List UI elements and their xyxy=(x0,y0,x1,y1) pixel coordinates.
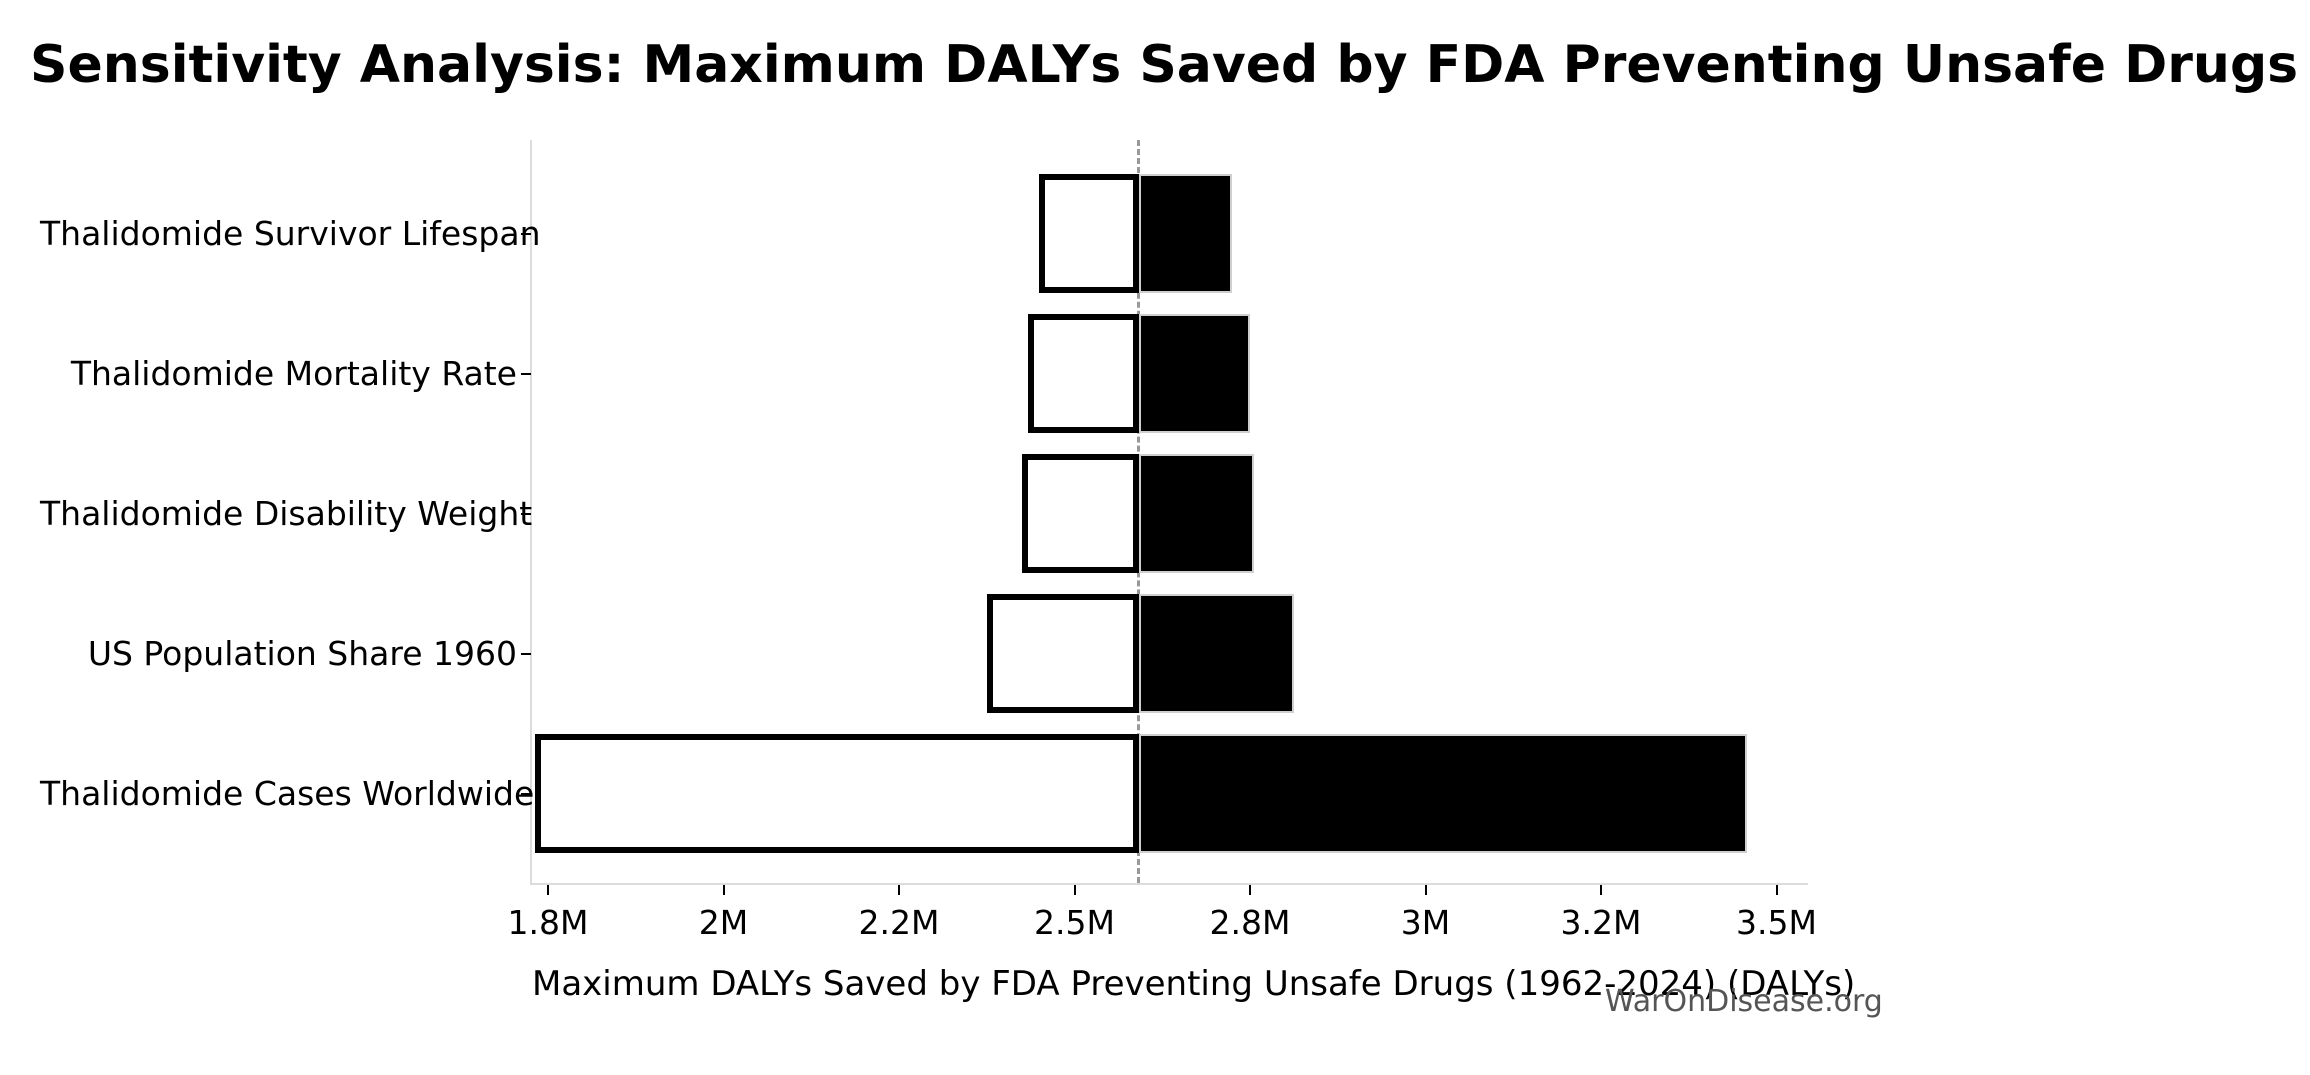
x-axis-tick xyxy=(547,885,549,895)
y-axis-category-label: Thalidomide Cases Worldwide xyxy=(40,773,535,813)
x-axis-tick-label: 3.5M xyxy=(1736,903,1817,942)
y-axis-tick xyxy=(521,372,531,375)
x-axis-tick xyxy=(722,885,725,895)
x-axis-tick xyxy=(1600,885,1602,895)
y-axis-spine xyxy=(530,140,532,885)
bar-high-segment xyxy=(1138,734,1748,853)
x-axis-label: Maximum DALYs Saved by FDA Preventing Un… xyxy=(532,964,1856,1004)
y-axis-tick xyxy=(521,232,531,235)
y-axis-tick xyxy=(521,512,531,515)
x-axis-tick-label: 2M xyxy=(698,903,749,942)
bar-low-segment xyxy=(986,594,1139,713)
bar-high-segment xyxy=(1138,454,1255,573)
x-axis-tick-label: 2.5M xyxy=(1034,903,1115,942)
x-axis-tick-label: 1.8M xyxy=(507,903,589,942)
x-axis-tick xyxy=(1249,885,1251,895)
plot-area xyxy=(532,140,1808,883)
bar-low-segment xyxy=(534,734,1139,853)
y-axis-tick xyxy=(521,792,531,795)
bar-high-segment xyxy=(1138,174,1233,293)
chart-title: Sensitivity Analysis: Maximum DALYs Save… xyxy=(30,35,2310,95)
bar-high-segment xyxy=(1138,314,1250,433)
x-axis-tick xyxy=(898,885,900,895)
bar-low-segment xyxy=(1039,174,1139,293)
x-axis-spine xyxy=(530,883,1808,885)
x-axis-tick xyxy=(1424,885,1427,895)
x-axis-tick xyxy=(1775,885,1778,895)
watermark: WarOnDisease.org xyxy=(1605,984,1883,1019)
bar-high-segment xyxy=(1138,594,1294,713)
x-axis-tick xyxy=(1073,885,1076,895)
x-axis-tick-label: 3.2M xyxy=(1560,903,1642,942)
y-axis-category-label: US Population Share 1960 xyxy=(87,633,517,673)
x-axis-tick-label: 2.8M xyxy=(1209,903,1291,942)
y-axis-category-label: Thalidomide Survivor Lifespan xyxy=(40,213,541,253)
bar-low-segment xyxy=(1027,314,1139,433)
x-axis-tick-label: 3M xyxy=(1400,903,1451,942)
y-axis-tick xyxy=(521,652,531,655)
x-axis-tick-label: 2.2M xyxy=(858,903,940,942)
y-axis-category-label: Thalidomide Disability Weight xyxy=(40,493,533,533)
y-axis-category-label: Thalidomide Mortality Rate xyxy=(70,353,517,393)
bar-low-segment xyxy=(1021,454,1139,573)
